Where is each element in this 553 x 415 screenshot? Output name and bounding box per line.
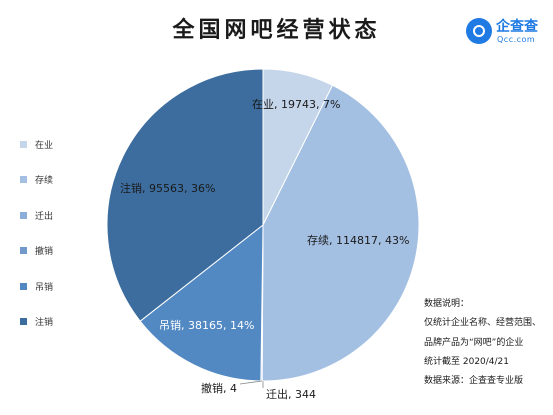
legend-swatch-2 xyxy=(20,211,27,219)
note-heading: 数据说明： xyxy=(424,299,470,309)
legend-label-0: 在业 xyxy=(35,140,54,151)
qcc-logo-icon xyxy=(466,18,492,44)
legend-swatch-3 xyxy=(20,247,27,254)
qcc-logo: 企查查 Qcc.com xyxy=(466,16,546,50)
data-label-2: 迁出, 344 xyxy=(266,387,316,401)
data-label-1: 存续, 114817, 43% xyxy=(307,233,409,247)
legend-label-3: 撤销 xyxy=(35,247,54,257)
note-line-date: 统计截至 2020/4/21 xyxy=(424,356,510,367)
chart-title: 全国网吧经营状态 xyxy=(172,18,381,43)
chart-legend: 在业存续迁出撤销吊销注销 xyxy=(20,138,90,351)
legend-label-4: 吊销 xyxy=(35,282,54,293)
legend-item-2: 迁出 xyxy=(20,209,90,222)
data-label-0: 在业, 19743, 7% xyxy=(252,98,340,111)
legend-label-1: 存续 xyxy=(35,176,54,186)
legend-item-4: 吊销 xyxy=(20,280,90,293)
pie-slice-5 xyxy=(106,68,264,322)
logo-name: 企查查 xyxy=(496,19,538,35)
data-label-4: 吊销, 38165, 14% xyxy=(159,318,254,332)
legend-item-3: 撤销 xyxy=(20,245,90,257)
note-line-scope-1: 仅统计企业名称、经营范围、 xyxy=(424,318,542,329)
data-label-5: 注销, 95563, 36% xyxy=(120,181,215,195)
note-line-source: 数据来源：企查查专业版 xyxy=(424,376,524,387)
legend-swatch-0 xyxy=(20,140,27,148)
data-note: 数据说明： 仅统计企业名称、经营范围、 品牌产品为“网吧”的企业 统计截至 20… xyxy=(424,296,552,392)
logo-domain: Qcc.com xyxy=(497,35,536,44)
note-line-scope-2: 品牌产品为“网吧”的企业 xyxy=(424,337,524,348)
legend-item-5: 注销 xyxy=(20,316,90,328)
legend-label-5: 注销 xyxy=(35,318,54,328)
legend-item-0: 在业 xyxy=(20,138,90,151)
leader-line-1 xyxy=(239,380,263,385)
legend-label-2: 迁出 xyxy=(35,211,54,222)
pie-slice-1 xyxy=(261,84,420,382)
data-label-3: 撤销, 4 xyxy=(201,381,237,395)
legend-item-1: 存续 xyxy=(20,174,90,186)
legend-swatch-5 xyxy=(20,318,27,325)
legend-swatch-4 xyxy=(20,282,27,290)
pie-slice-4 xyxy=(139,223,264,382)
legend-swatch-1 xyxy=(20,176,27,183)
